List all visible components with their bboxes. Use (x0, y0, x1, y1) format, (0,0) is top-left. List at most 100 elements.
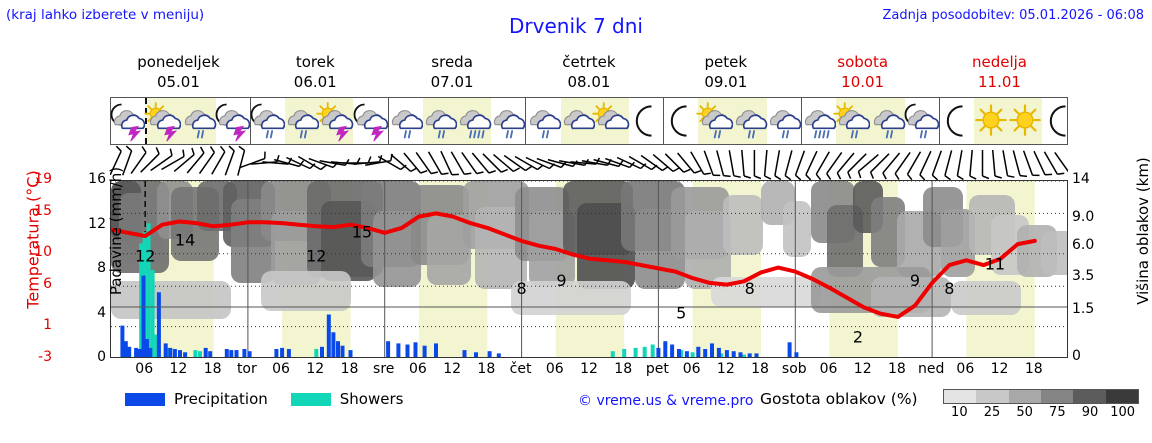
moon-icon-glyph (659, 100, 703, 142)
cloud-height-tick: 6.0 (1072, 236, 1095, 253)
temperature-tick: 6 (43, 276, 52, 293)
cloud-density-swatch-25 (976, 390, 1009, 403)
moon-cloud-rain-icon-glyph (246, 100, 290, 142)
temperature-value-labels: 12141215895829811396 (135, 222, 1005, 347)
cloud-rain-icon-glyph (728, 100, 772, 142)
cloud-rain-icon (181, 98, 216, 144)
svg-text:2: 2 (853, 328, 863, 347)
cloud-icon-glyph (556, 100, 600, 142)
cloud-density-tick: 100 (1110, 405, 1136, 420)
showers-color-swatch (290, 392, 331, 406)
cloud-density-swatch-75 (1040, 390, 1074, 403)
sun-icon-glyph (969, 100, 1013, 142)
cloud-height-tick: 1.5 (1072, 300, 1095, 317)
cloud-icon (560, 98, 596, 144)
moon-cloud-thunder-icon (110, 98, 146, 144)
cloud-rain-icon (732, 98, 768, 144)
plot-svg: 12141215895829811396 (111, 181, 1067, 357)
moon-icon (1042, 98, 1076, 144)
time-tick-label: 06 (545, 361, 564, 377)
day-header-petek: petek 09.01 (657, 52, 794, 96)
time-tick-label: sob (781, 361, 807, 377)
svg-text:12: 12 (135, 247, 155, 266)
cloud-height-tick: 14 (1072, 171, 1090, 187)
cloud-heavy-rain-icon-glyph (797, 100, 841, 142)
showers-legend-label: Showers (339, 390, 404, 408)
time-tick-label: 06 (409, 361, 427, 377)
cloud-density-tick: 90 (1081, 405, 1099, 420)
cloud-heavy-rain-icon (801, 98, 837, 144)
cloud-rain-icon-glyph (522, 100, 566, 142)
temperature-line (111, 211, 1037, 319)
cloud-heavy-rain-icon (457, 98, 492, 144)
svg-text:8: 8 (517, 279, 527, 298)
sun-cloud-rain-icon-glyph (831, 100, 875, 142)
cloud-height-axis-ticks: 14 9.0 6.0 3.5 1.5 0 (1072, 171, 1124, 364)
cloud-height-tick: 3.5 (1072, 268, 1095, 284)
time-tick-label: 12 (443, 361, 462, 377)
moon-cloud-thunder-icon (215, 98, 250, 144)
time-tick-label: 06 (956, 361, 975, 377)
temperature-tick: -3 (38, 349, 52, 365)
moon-icon (938, 98, 974, 144)
cloud-density-swatch-10 (944, 390, 977, 403)
time-tick-label: 06 (682, 361, 701, 377)
day-date: 08.01 (567, 73, 611, 91)
sun-cloud-thunder-icon (316, 98, 354, 144)
day-header-row: ponedeljek 05.01 torek 06.01 sreda 07.01 četrt… (110, 52, 1068, 96)
time-tick-label: 06 (819, 361, 838, 377)
cloud-rain-icon (491, 98, 526, 144)
cloud-rain-icon-glyph (762, 100, 806, 142)
svg-text:11: 11 (985, 255, 1005, 274)
moon-icon (663, 98, 698, 144)
svg-text:5: 5 (676, 303, 686, 322)
sun-cloud-thunder-icon-glyph (314, 100, 358, 142)
day-header-sobota: sobota 10.01 (794, 52, 931, 96)
sun-cloud-icon (592, 98, 630, 144)
sun-icon (1008, 98, 1043, 144)
cloud-density-scale-labels: 10 25 50 75 90 100 (941, 405, 1141, 423)
day-date: 11.01 (978, 73, 1021, 91)
time-tick-label: 12 (306, 361, 325, 377)
cloud-rain-icon-glyph (384, 100, 428, 142)
precipitation-bars (120, 275, 799, 357)
sun-cloud-rain-icon-glyph (694, 100, 738, 142)
time-axis-labels: 06 12 18 tor 06 12 18 sre 06 12 18 čet 06 12 18 pet 06 12… (110, 361, 1068, 381)
day-name: sobota (837, 53, 889, 71)
svg-text:9: 9 (910, 271, 920, 290)
cloud-density-swatch-100 (1105, 390, 1138, 403)
time-tick-label: sre (373, 361, 395, 377)
day-header-ponedeljek: ponedeljek 05.01 (110, 52, 247, 96)
day-name: petek (704, 53, 748, 71)
moon-cloud-rain-icon-glyph (900, 100, 944, 142)
moon-icon-glyph (624, 100, 668, 142)
moon-icon-glyph (1038, 100, 1082, 142)
temperature-tick: 1 (43, 316, 52, 333)
cloud-height-tick: 0 (1072, 348, 1081, 365)
day-name: torek (295, 53, 335, 71)
cloud-density-color-scale (943, 389, 1139, 404)
copyright-text: © vreme.us & vreme.pro (578, 393, 754, 409)
cloud-rain-icon (870, 98, 905, 144)
cloud-density-swatch-50 (1008, 390, 1041, 403)
svg-text:12: 12 (306, 247, 326, 266)
wind-barbs-svg (109, 145, 1077, 181)
page-title: Drvenik 7 dni (509, 14, 643, 38)
time-tick-label: ned (917, 361, 945, 377)
day-date: 05.01 (156, 73, 200, 91)
day-name: četrtek (562, 53, 616, 71)
menu-hint-text: (kraj lahko izberete v meniju) (6, 7, 205, 23)
day-header-nedelja: nedelja 11.01 (931, 52, 1068, 96)
precipitation-axis-ticks: 16 12 8 4 0 (62, 171, 106, 365)
precipitation-color-swatch (125, 392, 165, 406)
day-header-četrtek: četrtek 08.01 (521, 52, 658, 96)
cloud-density-tick: 10 (951, 405, 968, 420)
cloud-height-tick: 9.0 (1072, 209, 1095, 226)
svg-text:9: 9 (556, 271, 566, 290)
cloud-rain-icon-glyph (866, 100, 910, 142)
precipitation-tick: 16 (88, 171, 106, 187)
meteogram-plot: 12141215895829811396 (110, 180, 1068, 358)
sun-cloud-thunder-icon-glyph (142, 100, 186, 142)
sun-icon-glyph (1003, 100, 1047, 142)
time-tick-label: 18 (340, 361, 359, 377)
